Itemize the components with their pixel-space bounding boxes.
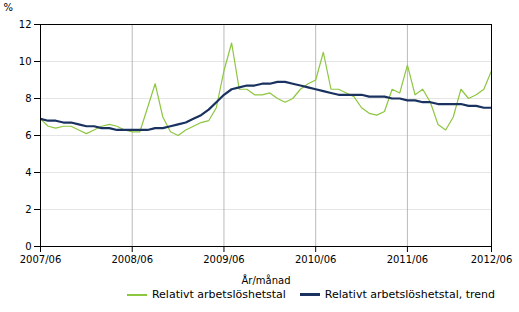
svg-text:0: 0 — [25, 241, 31, 252]
svg-text:2011/06: 2011/06 — [387, 254, 429, 265]
svg-text:8: 8 — [25, 93, 31, 104]
svg-text:År/månad: År/månad — [241, 274, 290, 286]
html-text:Relativt arbetslöshetstal, tre: Relativt arbetslöshetstal, trend — [324, 288, 495, 301]
svg-text:12: 12 — [19, 19, 32, 30]
svg-text:2012/06: 2012/06 — [471, 254, 513, 265]
svg-text:2008/06: 2008/06 — [111, 254, 153, 265]
svg-text:4: 4 — [25, 167, 31, 178]
html-text:Relativt arbetslöshetstal: Relativt arbetslöshetstal — [151, 288, 286, 301]
svg-text:10: 10 — [19, 56, 32, 67]
svg-text:2007/06: 2007/06 — [20, 254, 62, 265]
svg-text:2: 2 — [25, 204, 31, 215]
svg-text:2009/06: 2009/06 — [203, 254, 245, 265]
svg-text:%: % — [4, 2, 14, 13]
svg-text:2010/06: 2010/06 — [295, 254, 337, 265]
svg-text:6: 6 — [25, 130, 31, 141]
